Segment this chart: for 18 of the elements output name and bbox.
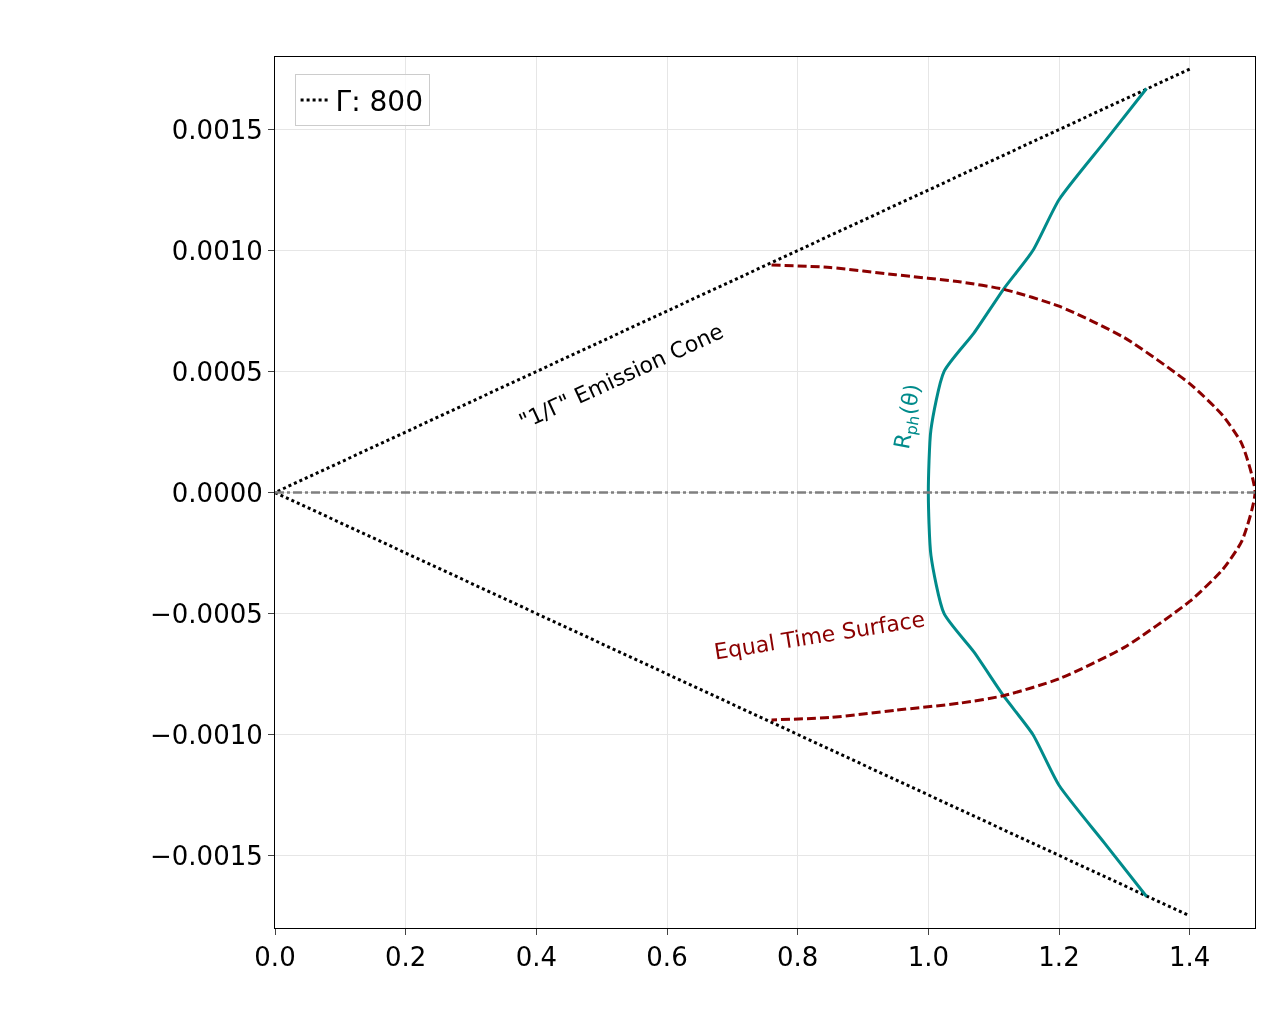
x-tick-label: 0.4 (515, 942, 558, 973)
x-tick-label: 0.6 (646, 942, 688, 973)
x-tick-label: 1.2 (1038, 942, 1080, 973)
annotation: Equal Time Surface (712, 606, 927, 665)
x-tick-label: 0.8 (776, 942, 819, 973)
x-tick-label: 1.4 (1168, 942, 1211, 973)
y-tick-label: 0.0000 (171, 477, 263, 508)
y-tick-label: −0.0010 (150, 719, 263, 750)
legend-label: Γ: 800 (335, 85, 423, 119)
y-tick-label: 0.0010 (171, 235, 263, 266)
y-tick-label: 0.0005 (171, 356, 263, 387)
y-tick-label: −0.0005 (150, 598, 263, 629)
line-series (926, 86, 1149, 899)
x-tick-label: 1.0 (907, 942, 950, 973)
y-tick-label: 0.0015 (171, 114, 263, 145)
y-tick-label: −0.0015 (150, 840, 263, 871)
x-tick-label: 0.0 (254, 942, 296, 973)
x-tick-label: 0.2 (384, 942, 427, 973)
